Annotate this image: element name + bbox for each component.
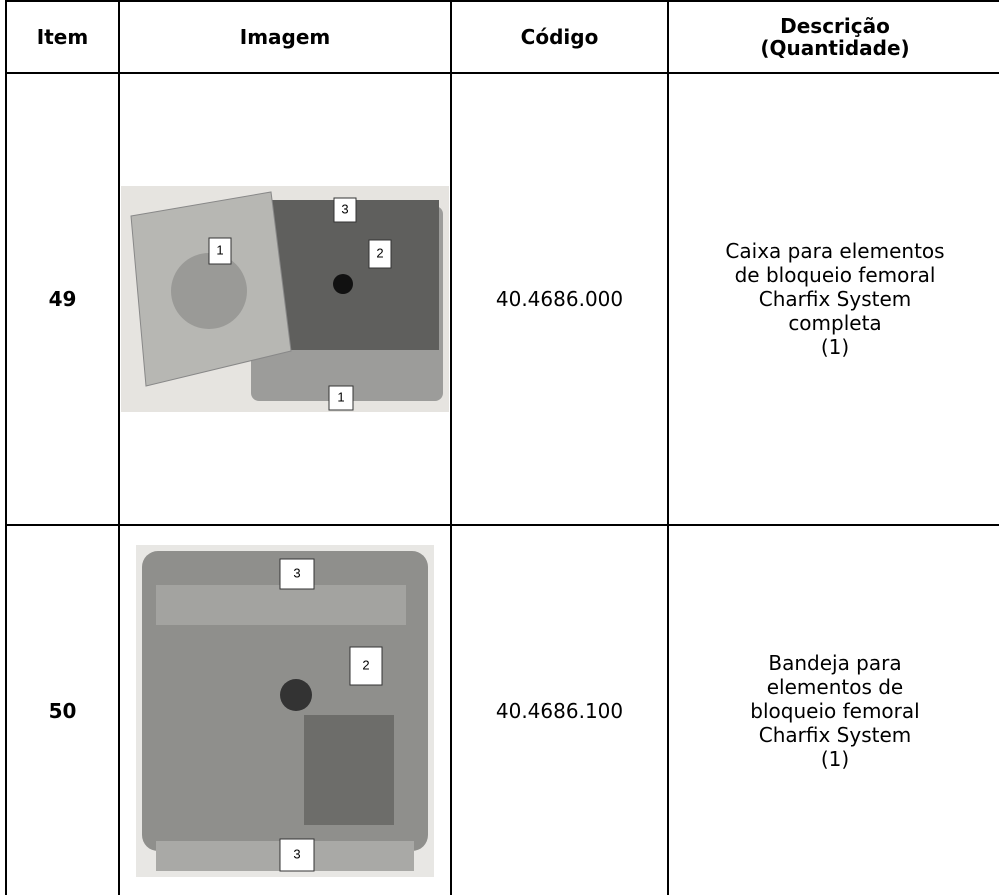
header-line: (Quantidade) — [760, 36, 910, 60]
header-row: Item Imagem Código Descrição (Quantidade… — [5, 0, 999, 74]
description-cell: Bandeja para elementos de bloqueio femor… — [667, 524, 999, 895]
row: 50 3 2 3 40.4686.100 Bandeja para elemen… — [5, 524, 999, 895]
item-cell: 49 — [5, 72, 120, 526]
description-line: Caixa para elementos — [725, 239, 945, 263]
image-cell: 1 3 2 1 — [118, 72, 452, 526]
callout-label: 1 — [216, 242, 223, 257]
callout: 3 — [279, 558, 315, 589]
code-cell: 40.4686.100 — [450, 524, 669, 895]
callout: 3 — [333, 197, 357, 223]
description-line: Charfix System — [758, 722, 912, 747]
lid-pattern — [171, 253, 247, 329]
header-image: Imagem — [118, 0, 452, 74]
callout-label: 2 — [362, 657, 369, 672]
description-line: Bandeja para — [768, 650, 902, 675]
tray — [259, 200, 439, 350]
hole — [333, 274, 353, 294]
product-photo: 3 2 3 — [136, 544, 434, 877]
code-cell: 40.4686.000 — [450, 72, 669, 526]
description-line: (1) — [820, 746, 850, 771]
description-line: (1) — [820, 335, 850, 359]
item-cell: 50 — [5, 524, 120, 895]
description-line: Charfix System — [758, 287, 912, 311]
header-description: Descrição (Quantidade) — [667, 0, 999, 74]
header-line: Descrição — [780, 14, 890, 38]
callout-label: 2 — [376, 245, 383, 260]
hole-row — [156, 584, 406, 625]
description-line: de bloqueio femoral — [734, 263, 936, 287]
product-photo: 1 3 2 1 — [121, 186, 449, 412]
table-wrap: Item Imagem Código Descrição (Quantidade… — [5, 0, 999, 895]
description-line: bloqueio femoral — [750, 698, 920, 723]
callout-label: 3 — [293, 565, 300, 580]
items-table: Item Imagem Código Descrição (Quantidade… — [5, 0, 999, 895]
hole-grid — [304, 714, 394, 825]
callout-label: 3 — [341, 201, 348, 216]
callout: 1 — [328, 385, 354, 411]
callout: 3 — [279, 838, 315, 871]
description-line: completa — [788, 311, 882, 335]
header-item: Item — [5, 0, 120, 74]
callout-label: 1 — [337, 389, 344, 404]
header-code: Código — [450, 0, 669, 74]
callout: 1 — [208, 237, 232, 265]
callout: 2 — [349, 646, 383, 685]
callout-label: 3 — [293, 846, 300, 861]
hole — [280, 678, 312, 711]
description-line: elementos de — [766, 674, 904, 699]
callout: 2 — [368, 239, 392, 269]
image-cell: 3 2 3 — [118, 524, 452, 895]
row: 49 1 3 2 1 40.4686.000 Caixa para elemen… — [5, 72, 999, 526]
description-cell: Caixa para elementos de bloqueio femoral… — [667, 72, 999, 526]
